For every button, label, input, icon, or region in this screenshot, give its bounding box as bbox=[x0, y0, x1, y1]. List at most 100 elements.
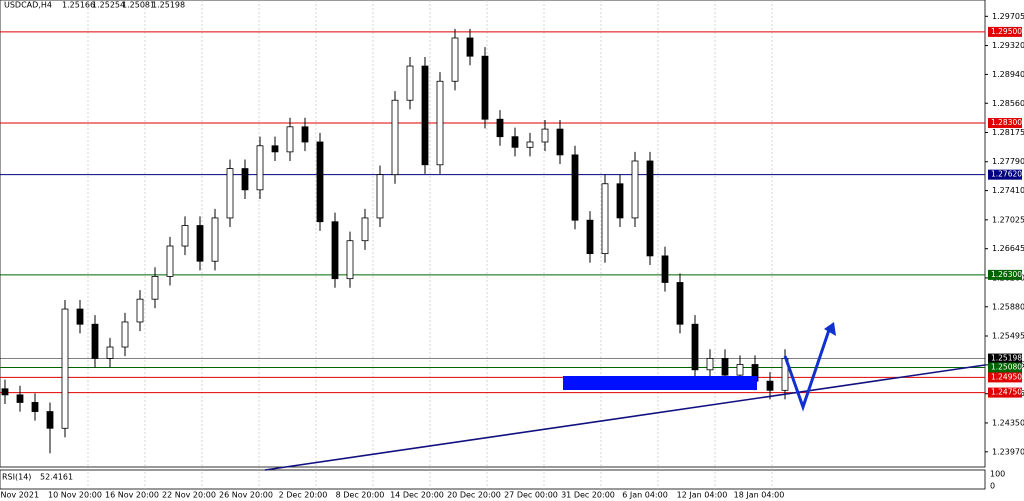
x-tick-label: 18 Jan 04:00 bbox=[734, 491, 785, 500]
rsi-tick: 0 bbox=[990, 482, 995, 491]
trend-line bbox=[264, 364, 986, 471]
forecast-arrow bbox=[783, 326, 832, 412]
candle-body bbox=[436, 80, 444, 166]
candle-body bbox=[556, 128, 564, 156]
candle-body bbox=[61, 308, 69, 429]
y-tick-label: 1.23970 bbox=[992, 447, 1024, 456]
y-tick-label: 1.25880 bbox=[992, 302, 1024, 311]
x-tick-label: 12 Jan 04:00 bbox=[677, 491, 728, 500]
close-price: 1.25198 bbox=[152, 1, 185, 10]
candle-body bbox=[766, 380, 774, 391]
candle-body bbox=[361, 217, 369, 242]
symbol: USDCAD,H4 bbox=[4, 1, 52, 10]
candle-body bbox=[346, 240, 354, 280]
candle-body bbox=[301, 126, 309, 143]
candle-body bbox=[451, 37, 459, 82]
y-tick-label: 1.28560 bbox=[992, 99, 1024, 108]
x-tick-label: 31 Dec 20:00 bbox=[561, 491, 615, 500]
level-label: 1.25198 bbox=[991, 354, 1022, 363]
x-tick-label: 6 Jan 04:00 bbox=[622, 491, 668, 500]
candle-body bbox=[16, 394, 24, 403]
candle-body bbox=[496, 118, 504, 138]
candle-body bbox=[616, 183, 624, 219]
rsi-frame bbox=[0, 469, 986, 490]
y-tick-label: 1.28175 bbox=[992, 128, 1024, 137]
candle-body bbox=[661, 255, 669, 283]
y-tick-label: 1.25495 bbox=[992, 332, 1024, 341]
candle-body bbox=[211, 217, 219, 262]
candle-body bbox=[106, 346, 114, 359]
candle-body bbox=[1, 388, 9, 396]
candle-body bbox=[676, 282, 684, 325]
y-tick-label: 1.28940 bbox=[992, 70, 1024, 79]
x-tick-label: 10 Nov 20:00 bbox=[48, 491, 102, 500]
zone-rectangle bbox=[563, 376, 757, 390]
candle-body bbox=[196, 225, 204, 262]
candle-body bbox=[316, 141, 324, 223]
candle-body bbox=[166, 245, 174, 277]
candle-body bbox=[571, 154, 579, 221]
candle-body bbox=[421, 65, 429, 166]
y-tick-label: 1.27025 bbox=[992, 215, 1024, 224]
x-tick-label: 26 Nov 20:00 bbox=[219, 491, 273, 500]
candle-body bbox=[736, 364, 744, 376]
level-box bbox=[988, 387, 1022, 398]
candle-body bbox=[376, 174, 384, 219]
level-label: 1.25080 bbox=[991, 363, 1022, 372]
level-box bbox=[988, 118, 1022, 129]
candle-body bbox=[481, 55, 489, 120]
candle-body bbox=[691, 323, 699, 371]
y-tick-label: 1.29320 bbox=[992, 41, 1024, 50]
candle-body bbox=[526, 141, 534, 148]
y-tick-label: 1.26645 bbox=[992, 244, 1024, 253]
x-tick-label: 9 Nov 2021 bbox=[0, 491, 39, 500]
low-price: 1.25081 bbox=[122, 1, 155, 10]
x-tick-label: 14 Dec 20:00 bbox=[390, 491, 444, 500]
y-tick-label: 1.27790 bbox=[992, 157, 1024, 166]
candle-body bbox=[511, 136, 519, 148]
rsi-tick: 100 bbox=[990, 470, 1005, 479]
level-label: 1.24750 bbox=[991, 388, 1022, 397]
open-price: 1.25166 bbox=[62, 1, 95, 10]
plot-frame bbox=[0, 0, 986, 468]
level-label: 1.24950 bbox=[991, 372, 1022, 381]
candle-body bbox=[31, 402, 39, 412]
candle-body bbox=[541, 128, 549, 143]
level-box bbox=[988, 169, 1022, 180]
level-box bbox=[988, 362, 1022, 373]
candle-body bbox=[76, 308, 84, 325]
candle-body bbox=[466, 37, 474, 57]
candle-body bbox=[406, 65, 414, 101]
x-tick-label: 22 Nov 20:00 bbox=[162, 491, 216, 500]
rsi-value: 52.4161 bbox=[40, 473, 73, 482]
candle-body bbox=[91, 323, 99, 359]
y-tick-label: 1.27410 bbox=[992, 186, 1024, 195]
candle-body bbox=[226, 168, 234, 219]
level-label: 1.28300 bbox=[991, 118, 1022, 127]
candle-body bbox=[121, 321, 129, 348]
x-tick-label: 20 Dec 20:00 bbox=[447, 491, 501, 500]
y-tick-label: 1.24350 bbox=[992, 418, 1024, 427]
rsi-name: RSI(14) bbox=[2, 473, 31, 482]
x-tick-label: 16 Nov 20:00 bbox=[105, 491, 159, 500]
level-label: 1.27620 bbox=[991, 170, 1022, 179]
arrow-head bbox=[824, 322, 836, 336]
candle-body bbox=[706, 358, 714, 371]
candle-body bbox=[601, 183, 609, 255]
candle-body bbox=[586, 219, 594, 255]
level-box bbox=[988, 372, 1022, 383]
candle-body bbox=[151, 276, 159, 300]
level-box bbox=[988, 26, 1022, 37]
candle-body bbox=[631, 160, 639, 219]
candle-body bbox=[646, 160, 654, 257]
candle-body bbox=[46, 411, 54, 429]
y-tick-label: 1.29705 bbox=[992, 12, 1024, 21]
candle-body bbox=[286, 126, 294, 153]
candle-body bbox=[391, 99, 399, 176]
candle-body bbox=[181, 225, 189, 247]
candle-body bbox=[331, 221, 339, 280]
level-box bbox=[988, 353, 1022, 364]
x-tick-label: 27 Dec 00:00 bbox=[504, 491, 558, 500]
candle-body bbox=[136, 298, 144, 323]
candle-body bbox=[721, 358, 729, 376]
